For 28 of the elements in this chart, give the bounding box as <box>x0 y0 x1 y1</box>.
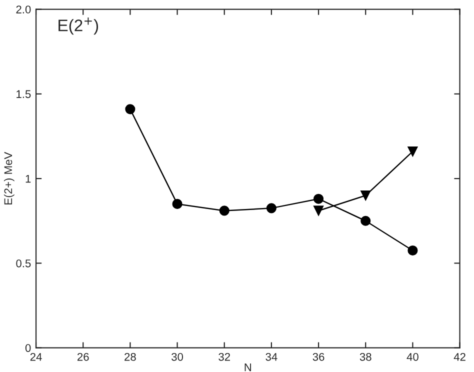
x-tick-label: 40 <box>406 352 418 361</box>
x-tick-label: 28 <box>124 352 136 361</box>
point <box>360 190 371 201</box>
y-tick-label: 1.5 <box>16 90 31 98</box>
x-tick-label: 32 <box>218 352 230 361</box>
point <box>172 198 182 209</box>
x-axis-title: N <box>244 363 252 372</box>
x-tick-label: 30 <box>172 352 184 361</box>
y-tick-label: 0.5 <box>16 259 31 268</box>
y-axis-title: E(2+) MeV <box>4 152 14 204</box>
point <box>219 206 230 216</box>
point <box>125 104 136 114</box>
point <box>313 206 324 216</box>
point <box>313 194 324 204</box>
point <box>408 245 418 256</box>
x-tick-label: 26 <box>77 352 89 361</box>
y-tick-label: 0 <box>25 344 31 352</box>
point <box>266 203 276 214</box>
point <box>408 146 418 157</box>
x-tick-label: 36 <box>312 352 324 361</box>
x-tick-label: 42 <box>454 352 466 361</box>
x-tick-label: 34 <box>266 352 278 361</box>
y-tick-label: 1 <box>26 174 31 183</box>
x-tick-label: 24 <box>30 352 42 361</box>
annotation: E(2$^{+}$) <box>58 17 98 35</box>
point <box>360 216 371 226</box>
x-tick-label: 38 <box>360 352 372 361</box>
y-tick-label: 2.0 <box>16 6 31 14</box>
